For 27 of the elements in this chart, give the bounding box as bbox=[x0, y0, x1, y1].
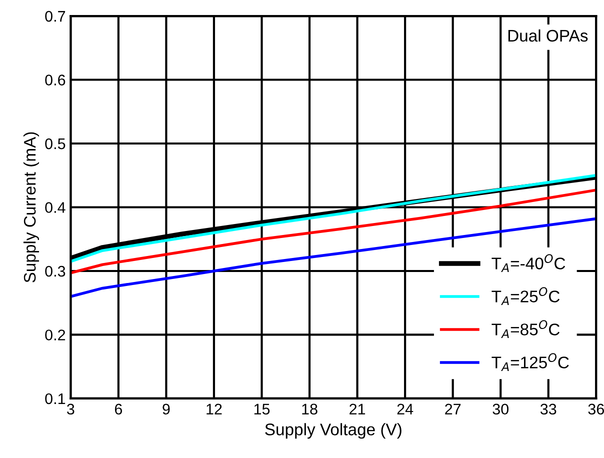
y-tick-label: 0.6 bbox=[45, 74, 66, 86]
x-tick-label: 36 bbox=[588, 404, 604, 415]
legend-label: T$_{A}$=125$^{O}$C bbox=[492, 353, 569, 371]
legend-label: T$_{A}$=85$^{O}$C bbox=[492, 320, 560, 338]
x-tick-label: 15 bbox=[254, 404, 270, 415]
x-tick-label: 9 bbox=[162, 404, 170, 415]
x-tick-label: 27 bbox=[445, 404, 461, 414]
x-tick-label: 21 bbox=[350, 404, 366, 414]
x-tick-label: 6 bbox=[114, 404, 122, 415]
x-axis-title: Supply Voltage (V) bbox=[265, 423, 402, 439]
y-axis-title: Supply Current (mA) bbox=[23, 132, 40, 282]
y-tick-label: 0.2 bbox=[45, 330, 66, 340]
y-tick-label: 0.1 bbox=[45, 393, 66, 404]
legend-label: T$_{A}$=-40$^{O}$C bbox=[492, 254, 566, 272]
line-series bbox=[70, 188, 596, 274]
legend-label: T$_{A}$=25$^{O}$C bbox=[492, 287, 560, 305]
x-tick-label: 33 bbox=[540, 404, 556, 415]
x-tick-label: 12 bbox=[206, 404, 222, 414]
y-tick-label: 0.5 bbox=[45, 138, 66, 150]
x-tick-label: 18 bbox=[302, 404, 318, 415]
annotation: Dual OPAs bbox=[508, 29, 588, 42]
y-tick-label: 0.7 bbox=[45, 10, 66, 22]
y-tick-label: 0.3 bbox=[45, 266, 66, 277]
x-tick-label: 3 bbox=[67, 404, 74, 415]
x-tick-label: 24 bbox=[397, 404, 414, 414]
x-tick-label: 30 bbox=[492, 404, 509, 415]
y-tick-label: 0.4 bbox=[45, 202, 66, 213]
